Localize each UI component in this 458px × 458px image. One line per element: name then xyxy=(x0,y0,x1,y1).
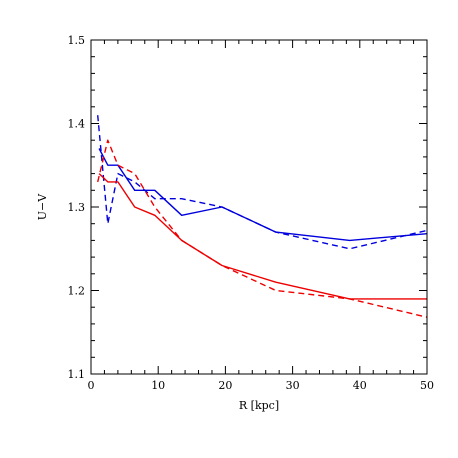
x-tick-label: 40 xyxy=(353,379,367,392)
series-line-1 xyxy=(98,148,428,242)
y-axis-label: U−V xyxy=(36,193,49,220)
plot-frame xyxy=(90,39,428,375)
x-tick-label: 50 xyxy=(420,379,434,392)
y-tick-label: 1.5 xyxy=(68,34,86,47)
y-tick-label: 1.4 xyxy=(68,118,86,131)
series-line-2 xyxy=(97,115,428,250)
series-layer xyxy=(97,115,428,318)
series-line-3 xyxy=(98,173,427,300)
x-tick-label: 10 xyxy=(151,379,165,392)
x-tick-label: 30 xyxy=(286,379,300,392)
x-tick-label: 20 xyxy=(218,379,232,392)
x-tick-label: 0 xyxy=(88,379,95,392)
series-line-4 xyxy=(97,139,428,318)
y-tick-label: 1.2 xyxy=(68,285,86,298)
ticks-layer: 0 10 20 30 40 50 1.1 1.2 1.3 1.4 1.5 xyxy=(68,34,435,392)
y-tick-label: 1.1 xyxy=(68,368,86,381)
y-tick-label: 1.3 xyxy=(68,201,86,214)
x-axis-label: R [kpc] xyxy=(239,399,279,412)
